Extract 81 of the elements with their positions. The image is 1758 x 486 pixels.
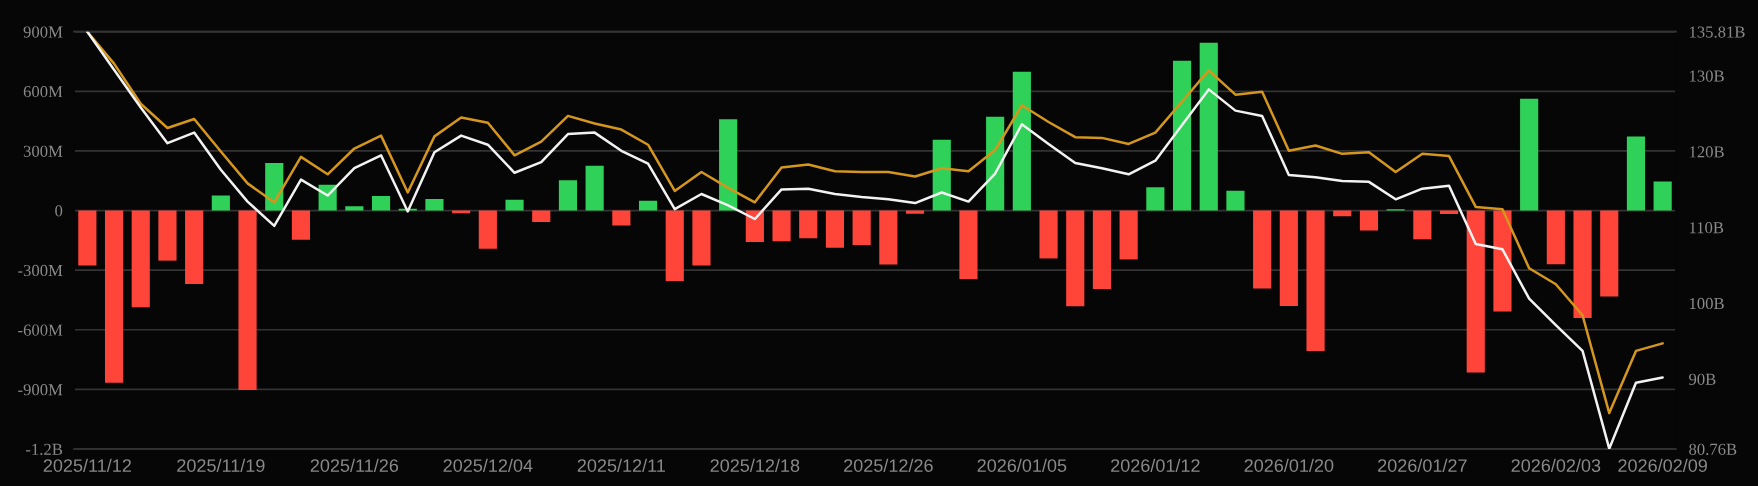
x-tick-label: 2026/01/05 [977, 458, 1067, 472]
bar [799, 210, 818, 239]
bar [1253, 210, 1272, 289]
x-tick-label: 2025/12/26 [844, 458, 933, 472]
bar [825, 210, 845, 248]
bar [1306, 210, 1325, 352]
bar [932, 139, 951, 211]
y-tick-label: 300M [23, 145, 63, 157]
y-tick-label: 900M [23, 26, 63, 38]
bar [1546, 210, 1565, 265]
bar [692, 210, 711, 266]
bar [158, 210, 177, 261]
bar [238, 210, 257, 390]
y2-tick-label: 135.81B [1689, 26, 1745, 38]
bar [345, 206, 364, 211]
bar [959, 210, 978, 280]
bar [425, 199, 444, 211]
bar [1066, 210, 1085, 307]
bar [1493, 210, 1512, 312]
bar [371, 196, 391, 211]
y2-tick-label: 120B [1689, 146, 1724, 158]
bar [185, 210, 204, 285]
bar [986, 116, 1005, 211]
bar [478, 210, 497, 249]
y2-tick-label: 90B [1689, 373, 1716, 385]
bar [665, 210, 684, 282]
bar [78, 210, 97, 266]
bar [772, 210, 791, 242]
bar [1092, 210, 1112, 290]
bar [1279, 210, 1298, 307]
bar [505, 199, 524, 211]
x-tick-label: 2025/12/18 [710, 458, 800, 472]
x-tick-label: 2025/12/11 [577, 458, 665, 472]
bar [1653, 181, 1672, 211]
bar [612, 210, 631, 226]
y-tick-label: -600M [18, 324, 63, 336]
y-tick-label: -900M [18, 384, 63, 396]
bar [291, 210, 311, 240]
bar [1226, 190, 1245, 211]
bar [1012, 71, 1031, 211]
bar [1359, 210, 1379, 231]
bar [1039, 210, 1058, 259]
bar [211, 195, 230, 211]
bar [638, 200, 658, 211]
bar [1466, 210, 1485, 373]
bar [104, 210, 124, 383]
bar [1520, 98, 1539, 211]
x-tick-label: 2025/11/19 [177, 458, 265, 472]
bar [1573, 210, 1592, 319]
bar [265, 163, 284, 211]
y-tick-label: 600M [23, 86, 63, 98]
y2-tick-label: 100B [1689, 297, 1724, 310]
bar [1172, 60, 1192, 211]
bar [1199, 42, 1218, 211]
y2-tick-label: 130B [1689, 70, 1724, 82]
bar [1600, 210, 1619, 297]
y-tick-label: -1.2B [26, 443, 63, 456]
x-tick-label: 2026/02/09 [1618, 458, 1707, 472]
bar [1413, 210, 1432, 240]
y-tick-label: 0 [55, 205, 63, 217]
bar [719, 119, 738, 211]
bar [1626, 136, 1646, 211]
x-tick-label: 2026/01/12 [1111, 458, 1200, 472]
x-tick-label: 2025/11/26 [310, 458, 399, 472]
bar [1146, 187, 1165, 211]
bar [131, 210, 150, 308]
x-tick-label: 2025/12/04 [443, 458, 533, 472]
y-tick-label: -300M [18, 264, 63, 277]
bar [558, 180, 578, 211]
bar [905, 210, 925, 214]
y2-tick-label: 110B [1689, 222, 1724, 234]
bar [852, 210, 871, 246]
x-tick-label: 2026/01/20 [1244, 458, 1334, 472]
bar [879, 210, 898, 265]
x-tick-label: 2026/02/03 [1511, 458, 1601, 472]
bar [1119, 210, 1138, 260]
x-tick-label: 2025/11/12 [43, 458, 131, 472]
bar [585, 165, 604, 211]
y2-tick-label: 80.76B [1689, 443, 1737, 456]
x-tick-label: 2026/01/27 [1378, 458, 1467, 472]
bar [532, 210, 551, 223]
